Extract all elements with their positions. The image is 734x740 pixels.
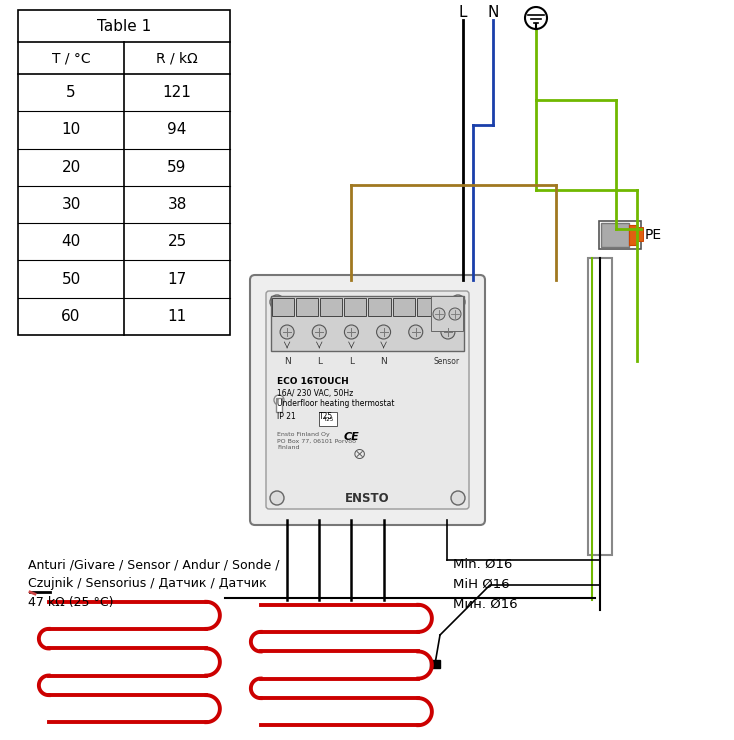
Bar — [431, 296, 463, 331]
Text: Table 1: Table 1 — [97, 18, 151, 33]
Text: T / °C: T / °C — [51, 51, 90, 65]
Circle shape — [270, 491, 284, 505]
Text: N: N — [487, 5, 498, 20]
Text: Ensto Finland Oy
PO Box 77, 06101 Porvoo
Finland: Ensto Finland Oy PO Box 77, 06101 Porvoo… — [277, 432, 356, 450]
Circle shape — [441, 325, 455, 339]
Bar — [637, 227, 643, 241]
Bar — [271, 296, 464, 351]
Bar — [629, 225, 637, 245]
Text: PE: PE — [645, 228, 662, 242]
Text: L: L — [317, 357, 321, 366]
Text: 16A/ 230 VAC, 50Hz: 16A/ 230 VAC, 50Hz — [277, 389, 353, 398]
Circle shape — [451, 491, 465, 505]
Text: CE: CE — [344, 432, 360, 442]
Bar — [276, 398, 282, 412]
Text: 20: 20 — [62, 160, 81, 175]
Text: N: N — [380, 357, 387, 366]
Text: 40: 40 — [62, 235, 81, 249]
FancyBboxPatch shape — [250, 275, 485, 525]
Bar — [430, 660, 440, 668]
Bar — [272, 298, 294, 316]
Circle shape — [274, 395, 284, 405]
Text: 59: 59 — [167, 160, 186, 175]
Text: ⨂: ⨂ — [354, 449, 365, 459]
Bar — [588, 258, 612, 555]
Text: 121: 121 — [162, 85, 192, 100]
Text: Sensor: Sensor — [434, 357, 460, 366]
Text: Anturi /Givare / Sensor / Andur / Sonde /
Czujnik / Sensorius / Датчик / Датчик
: Anturi /Givare / Sensor / Andur / Sonde … — [28, 558, 280, 609]
Text: 38: 38 — [167, 197, 186, 212]
Bar — [601, 223, 629, 247]
Bar — [441, 298, 463, 316]
Circle shape — [344, 325, 358, 339]
Bar — [368, 298, 390, 316]
Text: 30: 30 — [62, 197, 81, 212]
Text: N: N — [284, 357, 291, 366]
Text: ECO 16TOUCH: ECO 16TOUCH — [277, 377, 349, 386]
Bar — [344, 298, 366, 316]
Circle shape — [280, 325, 294, 339]
Circle shape — [270, 295, 284, 309]
Bar — [296, 298, 319, 316]
Bar — [417, 298, 439, 316]
Circle shape — [377, 325, 390, 339]
Text: 5: 5 — [66, 85, 76, 100]
Text: 25: 25 — [167, 235, 186, 249]
Text: L: L — [459, 5, 468, 20]
Text: T25: T25 — [319, 412, 333, 421]
Bar — [599, 221, 641, 249]
Text: IP 21: IP 21 — [277, 412, 296, 421]
Circle shape — [451, 295, 465, 309]
Text: Min. Ø16
MiН Ø16
Мин. Ø16: Min. Ø16 MiН Ø16 Мин. Ø16 — [453, 558, 517, 611]
Circle shape — [409, 325, 423, 339]
Bar — [319, 412, 337, 426]
Text: R / kΩ: R / kΩ — [156, 51, 198, 65]
Text: Underfloor heating thermostat: Underfloor heating thermostat — [277, 399, 394, 408]
Circle shape — [525, 7, 547, 29]
Circle shape — [433, 308, 445, 320]
Text: T25: T25 — [323, 417, 333, 422]
Bar — [320, 298, 342, 316]
Text: 60: 60 — [62, 309, 81, 324]
FancyBboxPatch shape — [266, 291, 469, 509]
Text: 94: 94 — [167, 122, 186, 138]
Circle shape — [312, 325, 326, 339]
Text: 50: 50 — [62, 272, 81, 286]
Circle shape — [449, 308, 461, 320]
Text: L: L — [349, 357, 354, 366]
Text: 17: 17 — [167, 272, 186, 286]
Text: 10: 10 — [62, 122, 81, 138]
Text: 11: 11 — [167, 309, 186, 324]
Bar — [18, 10, 230, 335]
Text: ENSTO: ENSTO — [345, 491, 390, 505]
Bar — [393, 298, 415, 316]
